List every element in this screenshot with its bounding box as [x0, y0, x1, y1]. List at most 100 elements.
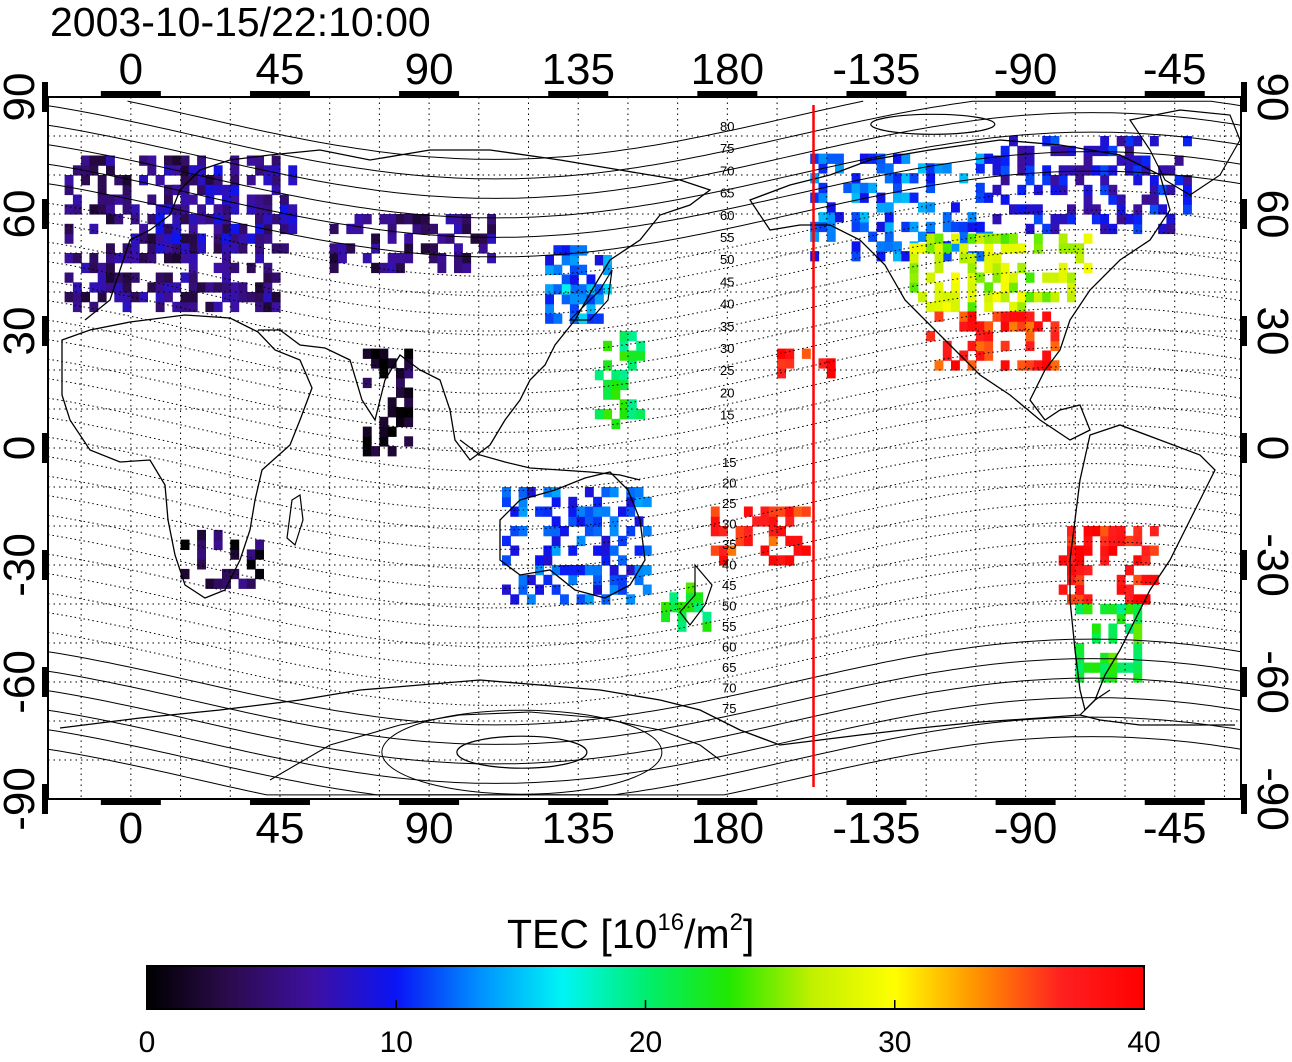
tec-cell — [230, 194, 240, 205]
tec-cell — [1075, 594, 1085, 605]
tec-cell — [230, 549, 240, 560]
tec-cell — [626, 594, 636, 605]
tec-cell — [246, 155, 256, 166]
tec-cell — [180, 184, 190, 196]
tec-cell — [1017, 360, 1027, 371]
tec-cell — [568, 506, 578, 517]
tec-cell — [180, 165, 190, 176]
tec-cell — [197, 549, 206, 560]
tec-cell — [164, 184, 173, 196]
mag-lat-contour — [47, 521, 1242, 609]
tec-cell — [1017, 301, 1027, 313]
tec-cell — [454, 243, 463, 254]
tec-cell — [1133, 643, 1143, 654]
tec-cell — [594, 255, 604, 266]
tec-cell — [238, 578, 248, 589]
tec-cell — [586, 303, 596, 314]
tec-cell — [197, 529, 206, 541]
tec-cell — [627, 360, 637, 371]
tec-cell — [959, 350, 969, 361]
tec-cell — [1166, 223, 1176, 235]
tec-cell — [255, 223, 264, 235]
tec-cell — [222, 578, 231, 589]
tec-cell — [246, 233, 256, 244]
tec-cell — [634, 516, 644, 527]
lat-label-left: 90 — [0, 73, 44, 122]
tec-cell — [1033, 184, 1043, 196]
tec-cell — [1017, 243, 1027, 254]
tec-cell — [710, 545, 720, 556]
tec-cell — [1050, 360, 1060, 371]
tec-cell — [926, 331, 936, 342]
tec-cell — [1000, 321, 1010, 332]
tec-cell — [404, 397, 414, 408]
tec-cell — [255, 214, 264, 225]
tec-cell — [901, 173, 911, 184]
tec-cell — [768, 526, 778, 537]
tec-cell — [213, 223, 223, 235]
tec-cell — [1067, 526, 1076, 537]
tec-cell — [1058, 243, 1068, 254]
tec-cell — [164, 292, 173, 303]
tec-cell — [576, 565, 586, 576]
tec-cell — [420, 223, 430, 235]
tec-cell — [1083, 594, 1093, 605]
tec-cell — [188, 262, 198, 274]
tec-cell — [518, 487, 528, 498]
tec-cell — [967, 221, 977, 233]
tec-cell — [553, 245, 563, 256]
tec-cell — [934, 262, 944, 274]
tec-cell — [560, 594, 569, 605]
mag-lat-label-north: 55 — [720, 230, 734, 245]
tec-cell — [901, 192, 911, 203]
tec-cell — [246, 292, 256, 303]
tec-cell — [164, 165, 173, 176]
tec-cell — [561, 284, 571, 295]
tec-cell — [926, 173, 936, 184]
tec-cell — [1067, 565, 1076, 576]
tec-cell — [884, 231, 894, 242]
tec-cell — [263, 233, 273, 244]
tec-cell — [1100, 652, 1110, 664]
tec-cell — [793, 506, 803, 517]
north-pole-oval — [870, 113, 996, 135]
tec-cell — [1033, 214, 1043, 225]
tec-cell — [164, 233, 173, 244]
tec-cell — [909, 282, 919, 293]
tec-cell — [197, 282, 206, 293]
tec-cell — [188, 282, 198, 293]
tec-cell — [917, 163, 927, 174]
tec-cell — [959, 173, 969, 184]
tec-cell — [743, 526, 753, 537]
tec-cell — [1125, 594, 1134, 605]
tec-cell — [72, 194, 82, 205]
tec-region-9 — [661, 582, 712, 632]
tec-cell — [97, 292, 107, 303]
tec-cell — [626, 506, 636, 517]
tec-cell — [246, 549, 256, 560]
tec-cell — [586, 284, 596, 295]
tec-cell — [777, 358, 786, 369]
frame-tick-top — [846, 91, 907, 97]
tec-cell — [593, 565, 602, 576]
frame-tick-bottom — [1144, 799, 1205, 805]
tec-cell — [114, 175, 124, 186]
lat-label-right: -60 — [1248, 650, 1292, 714]
tec-cell — [677, 602, 687, 613]
tec-cell — [1067, 535, 1076, 547]
lon-label-bottom: 180 — [691, 804, 764, 853]
lon-label-bottom: 45 — [255, 804, 304, 853]
tec-cell — [180, 253, 190, 264]
tec-cell — [719, 545, 728, 556]
tec-cell — [106, 262, 115, 274]
tec-cell — [584, 516, 594, 527]
tec-cell — [89, 282, 99, 293]
tec-cell — [1149, 204, 1159, 215]
tec-cell — [909, 243, 919, 254]
tec-cell — [535, 555, 544, 566]
tec-cell — [551, 584, 561, 595]
tec-cell — [636, 350, 646, 361]
tec-cell — [246, 559, 256, 570]
tec-cell — [255, 253, 264, 264]
tec-cell — [213, 184, 223, 196]
